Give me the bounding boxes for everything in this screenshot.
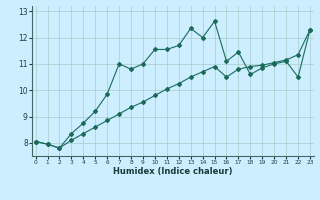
X-axis label: Humidex (Indice chaleur): Humidex (Indice chaleur) [113, 167, 233, 176]
